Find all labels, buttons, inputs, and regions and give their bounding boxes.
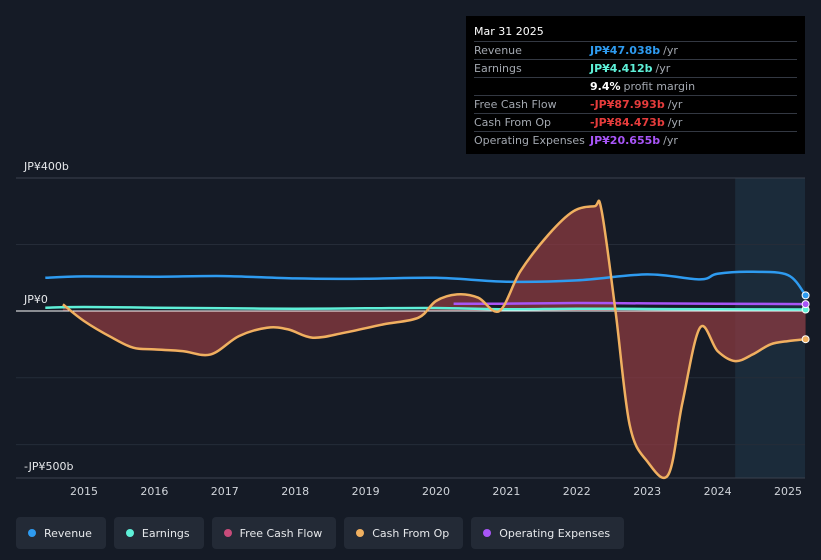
legend-label: Operating Expenses <box>499 526 611 540</box>
operating-expenses-line <box>453 301 806 306</box>
x-tick-label: 2019 <box>352 485 380 498</box>
cash-from-op-end-marker <box>801 335 810 344</box>
x-tick-label: 2017 <box>211 485 239 498</box>
tooltip-row-value: JP¥47.038b <box>590 44 661 57</box>
tooltip-row-label: Revenue <box>474 44 522 57</box>
tooltip-row: Revenue JP¥47.038b/yr <box>474 41 797 59</box>
tooltip-row-unit: /yr <box>663 134 678 147</box>
legend-item-earnings[interactable]: Earnings <box>113 517 204 549</box>
legend-item-operating-expenses[interactable]: Operating Expenses <box>471 517 625 549</box>
legend-label: Revenue <box>44 526 92 540</box>
legend-dot-icon <box>483 529 492 537</box>
legend-dot-icon <box>223 529 232 537</box>
tooltip-row: Cash From Op -JP¥84.473b/yr <box>474 113 797 131</box>
legend-dot-icon <box>356 529 365 537</box>
y-tick-label-bottom: -JP¥500b <box>24 460 74 473</box>
tooltip-row: 9.4% profit margin <box>474 77 797 95</box>
tooltip-row-unit: /yr <box>667 98 683 111</box>
tooltip-row-unit: /yr <box>663 44 678 57</box>
cash-from-op-area <box>62 200 806 478</box>
operating-expenses-end-marker <box>801 300 810 309</box>
tooltip-row-value: -JP¥87.993b <box>590 98 665 111</box>
tooltip-row-label: Cash From Op <box>474 116 552 129</box>
x-tick-label: 2025 <box>774 485 802 498</box>
tooltip-row: Free Cash Flow -JP¥87.993b/yr <box>474 95 797 113</box>
chart-area: 2015 2016 2017 2018 2019 2020 2021 2022 2023 2024… <box>16 177 810 498</box>
x-tick-label: 2021 <box>492 485 520 498</box>
x-tick-label: 2018 <box>281 485 309 498</box>
legend-dot-icon <box>28 529 36 537</box>
tooltip-row: Operating Expenses JP¥20.655b/yr <box>474 131 797 149</box>
tooltip-row: Earnings JP¥4.412b/yr <box>474 59 797 77</box>
tooltip-row-label: Operating Expenses <box>474 134 585 147</box>
legend-item-free-cash-flow[interactable]: Free Cash Flow <box>211 517 337 549</box>
legend: Revenue Earnings Free Cash Flow Cash From O… <box>16 517 625 549</box>
cash-from-op-line <box>62 199 806 480</box>
legend-item-cash-from-op[interactable]: Cash From Op <box>344 517 464 549</box>
legend-label: Cash From Op <box>372 526 450 540</box>
legend-label: Free Cash Flow <box>239 526 323 540</box>
tooltip-row-value: JP¥4.412b <box>590 62 653 75</box>
tooltip-panel: Mar 31 2025 Revenue JP¥47.038b/yr Earnings… <box>466 16 805 154</box>
tooltip-row-value: -JP¥84.473b <box>590 116 665 129</box>
y-tick-label-zero: JP¥0 <box>24 293 48 306</box>
x-tick-label: 2020 <box>422 485 450 498</box>
y-tick-label-top: JP¥400b <box>24 160 69 173</box>
legend-dot-icon <box>125 529 134 537</box>
tooltip-row-label <box>474 78 590 95</box>
revenue-line <box>45 270 807 297</box>
revenue-end-marker <box>801 291 810 300</box>
tooltip-date: Mar 31 2025 <box>474 25 544 38</box>
tooltip-row-value: JP¥20.655b <box>590 134 661 147</box>
legend-item-revenue[interactable]: Revenue <box>16 517 106 549</box>
tooltip-row-unit: /yr <box>667 116 683 129</box>
x-tick-label: 2022 <box>563 485 591 498</box>
legend-label: Earnings <box>141 526 190 540</box>
x-tick-label: 2015 <box>70 485 98 498</box>
tooltip-row-value: 9.4% <box>590 80 621 93</box>
tooltip-row-unit: /yr <box>655 62 671 75</box>
earnings-line <box>45 305 806 311</box>
free-cash-flow-area <box>62 202 806 480</box>
tooltip-row-label: Earnings <box>474 62 522 75</box>
x-tick-label: 2024 <box>704 485 732 498</box>
tooltip-row-label: Free Cash Flow <box>474 98 557 111</box>
tooltip-row-unit: profit margin <box>623 80 696 93</box>
x-tick-label: 2016 <box>140 485 168 498</box>
x-tick-label: 2023 <box>633 485 661 498</box>
